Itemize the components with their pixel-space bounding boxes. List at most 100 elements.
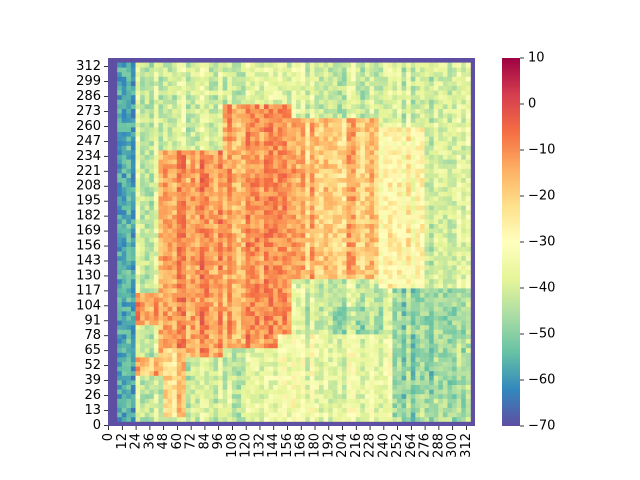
heatmap-cell xyxy=(300,140,306,146)
heatmap-cell xyxy=(397,283,402,289)
heatmap-cell xyxy=(140,370,146,376)
heatmap-cell xyxy=(364,127,370,132)
heatmap-cell xyxy=(218,173,224,178)
heatmap-cell xyxy=(158,223,164,229)
heatmap-cell xyxy=(291,352,297,358)
heatmap-cell xyxy=(328,163,334,169)
heatmap-cell xyxy=(397,168,402,174)
heatmap-cell xyxy=(364,104,370,109)
heatmap-cell xyxy=(158,214,164,220)
heatmap-cell xyxy=(218,338,224,344)
heatmap-cell xyxy=(135,288,141,293)
heatmap-cell xyxy=(263,81,269,86)
heatmap-cell xyxy=(172,255,178,261)
heatmap-cell xyxy=(245,246,251,252)
heatmap-cell xyxy=(126,154,132,160)
heatmap-cell xyxy=(181,94,187,100)
heatmap-cell xyxy=(337,311,343,316)
heatmap-cell xyxy=(305,361,311,367)
heatmap-cell xyxy=(346,113,352,119)
heatmap-cell xyxy=(204,255,210,261)
heatmap-cell xyxy=(121,329,127,335)
heatmap-cell xyxy=(286,324,292,330)
heatmap-cell xyxy=(149,343,155,349)
heatmap-cell xyxy=(282,67,288,73)
heatmap-cell xyxy=(121,182,127,188)
heatmap-cell xyxy=(140,283,146,289)
heatmap-cell xyxy=(153,131,159,137)
heatmap-cell xyxy=(236,159,242,165)
heatmap-cell xyxy=(167,246,173,252)
heatmap-cell xyxy=(126,403,132,408)
heatmap-cell xyxy=(254,159,260,165)
heatmap-cell xyxy=(378,214,384,220)
heatmap-cell xyxy=(195,186,201,192)
heatmap-cell xyxy=(323,389,329,395)
heatmap-cell xyxy=(369,311,375,316)
heatmap-cell xyxy=(300,306,306,312)
heatmap-cell xyxy=(351,85,357,91)
heatmap-cell xyxy=(273,347,279,353)
heatmap-cell xyxy=(185,347,191,353)
heatmap-cell xyxy=(213,370,219,376)
heatmap-cell xyxy=(383,384,389,390)
heatmap-cell xyxy=(346,389,352,395)
heatmap-cell xyxy=(387,403,393,408)
heatmap-cell xyxy=(172,150,178,155)
heatmap-cell xyxy=(263,182,269,188)
heatmap-cell xyxy=(231,357,237,362)
heatmap-cell xyxy=(374,117,380,123)
heatmap-cell xyxy=(319,338,325,344)
heatmap-cell xyxy=(140,278,146,284)
heatmap-cell xyxy=(309,375,315,381)
heatmap-cell xyxy=(259,334,265,339)
heatmap-cell xyxy=(323,232,329,238)
heatmap-cell xyxy=(378,403,384,408)
heatmap-cell xyxy=(378,324,384,330)
heatmap-cell xyxy=(231,177,237,183)
heatmap-cell xyxy=(374,219,380,224)
heatmap-cell xyxy=(208,131,214,137)
heatmap-cell xyxy=(346,251,352,257)
heatmap-cell xyxy=(319,76,325,82)
heatmap-cell xyxy=(167,366,173,372)
heatmap-cell xyxy=(332,159,338,165)
heatmap-cell xyxy=(245,393,251,399)
heatmap-cell xyxy=(364,292,370,298)
heatmap-cell xyxy=(282,90,288,96)
heatmap-cell xyxy=(121,76,127,82)
heatmap-cell xyxy=(346,214,352,220)
heatmap-cell xyxy=(130,375,136,381)
heatmap-cell xyxy=(222,205,228,211)
heatmap-cell xyxy=(195,71,201,77)
heatmap-cell xyxy=(181,62,187,68)
heatmap-cell xyxy=(199,85,205,91)
heatmap-cell xyxy=(319,99,325,105)
heatmap-cell xyxy=(259,117,265,123)
heatmap-cell xyxy=(153,255,159,261)
heatmap-cell xyxy=(218,117,224,123)
heatmap-cell xyxy=(254,191,260,197)
heatmap-cell xyxy=(296,361,302,367)
heatmap-cell xyxy=(268,324,274,330)
heatmap-cell xyxy=(263,196,269,201)
heatmap-cell xyxy=(245,334,251,339)
heatmap-cell xyxy=(406,416,412,422)
heatmap-cell xyxy=(296,228,302,234)
heatmap-cell xyxy=(153,228,159,234)
heatmap-cell xyxy=(140,389,146,395)
heatmap-cell xyxy=(351,398,357,404)
heatmap-cell xyxy=(126,173,132,178)
heatmap-cell xyxy=(351,205,357,211)
heatmap-cell xyxy=(401,219,407,224)
heatmap-cell xyxy=(392,131,398,137)
heatmap-cell xyxy=(383,200,389,206)
heatmap-cell xyxy=(144,352,150,358)
heatmap-cell xyxy=(236,246,242,252)
heatmap-cell xyxy=(117,251,123,257)
heatmap-cell xyxy=(117,311,123,316)
heatmap-cell xyxy=(291,163,297,169)
heatmap-cell xyxy=(355,407,361,413)
heatmap-cell xyxy=(222,76,228,82)
heatmap-cell xyxy=(135,297,141,303)
